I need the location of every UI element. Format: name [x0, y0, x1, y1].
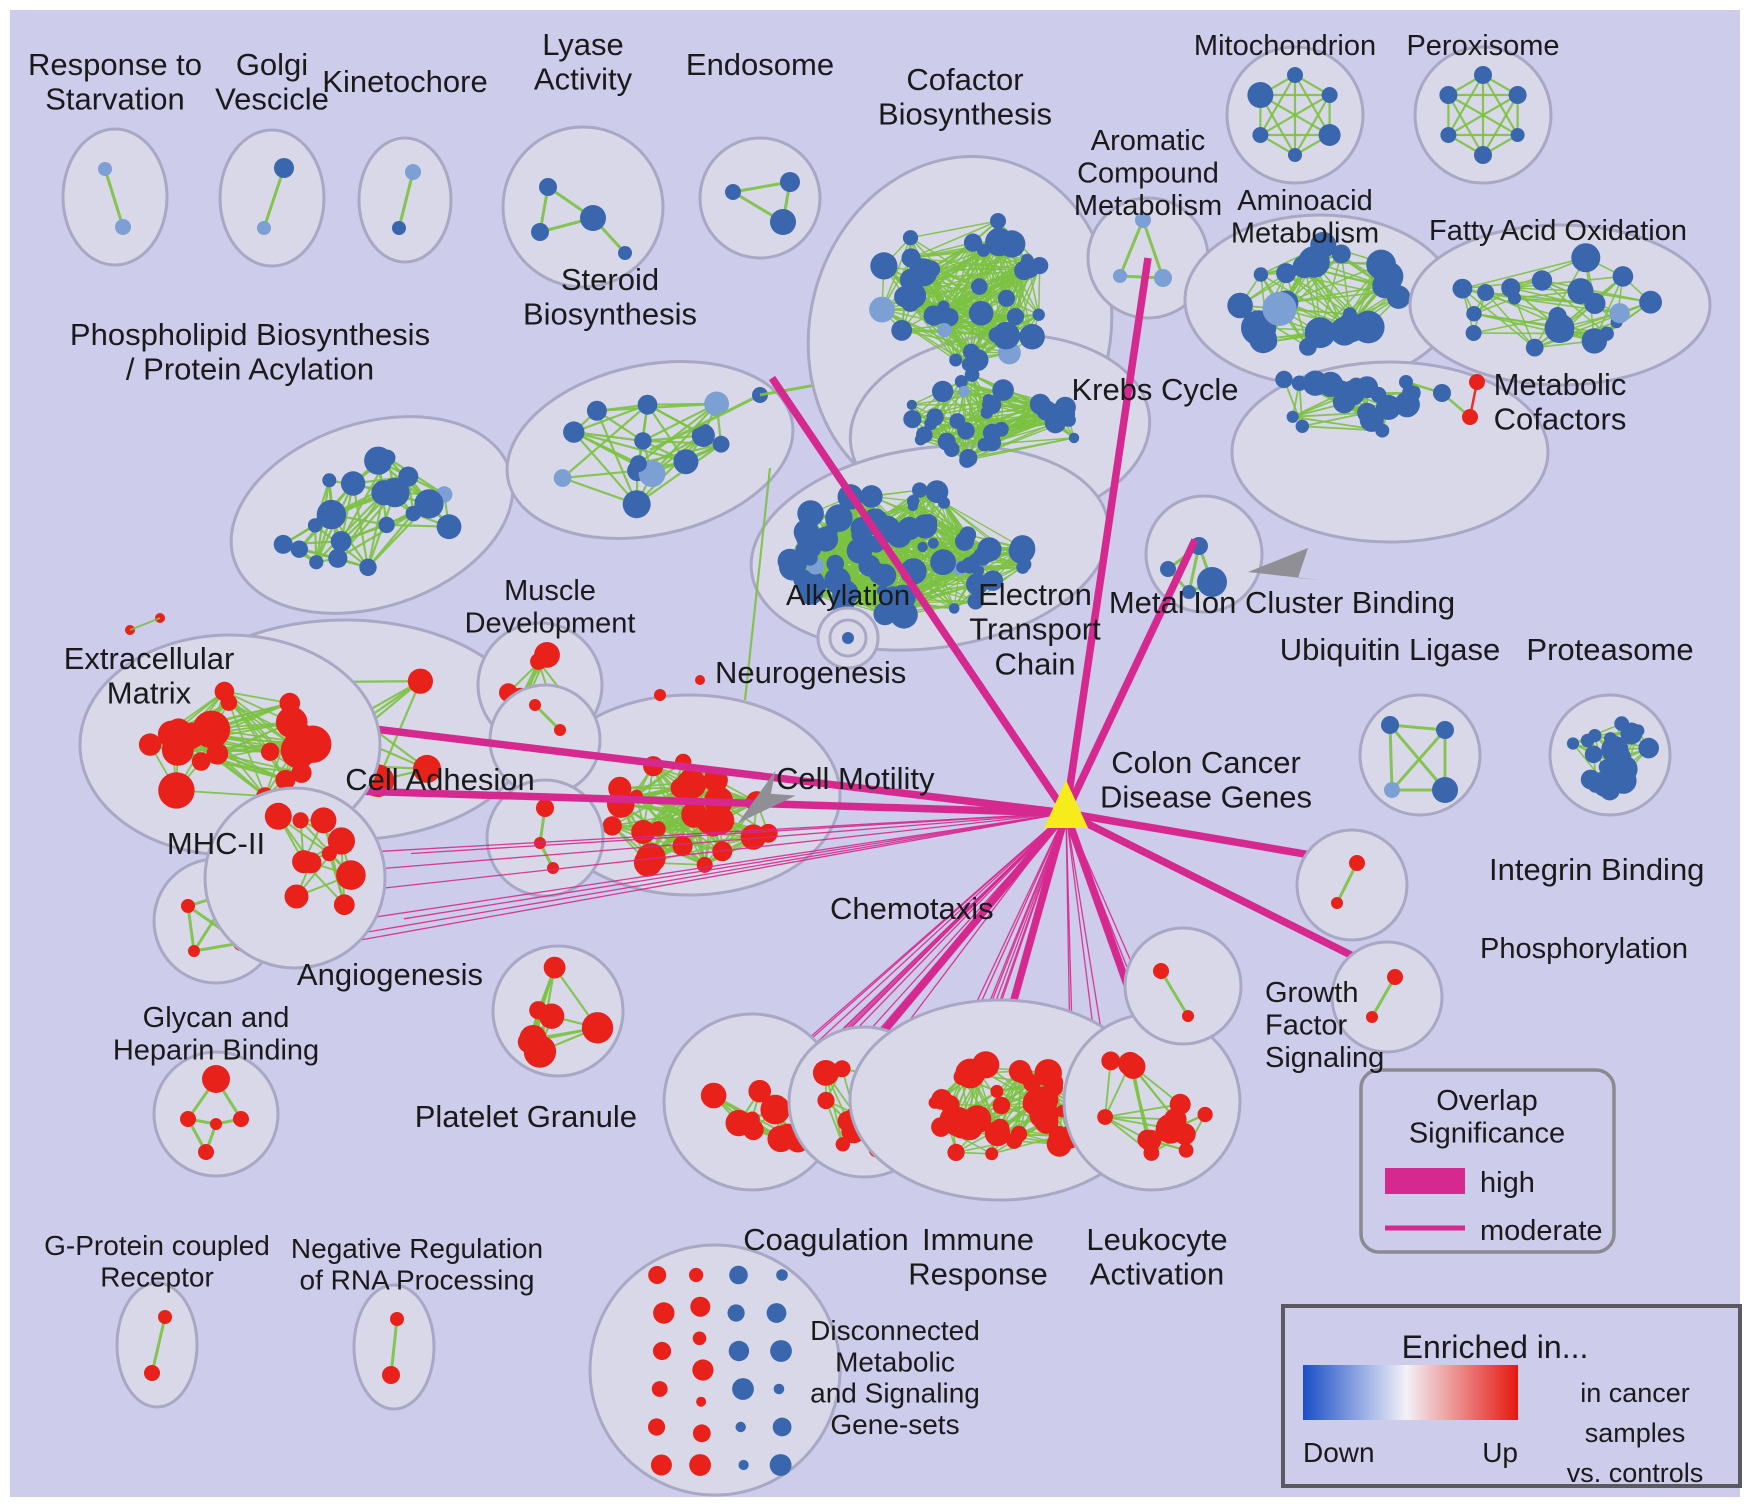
svg-text:Gene-sets: Gene-sets [830, 1409, 959, 1440]
svg-text:Response to: Response to [28, 47, 202, 82]
svg-text:Mitochondrion: Mitochondrion [1194, 30, 1376, 62]
svg-text:Lyase: Lyase [542, 27, 624, 62]
svg-text:Significance: Significance [1409, 1118, 1565, 1150]
svg-text:Neurogenesis: Neurogenesis [715, 655, 906, 690]
svg-text:Metal Ion Cluster Binding: Metal Ion Cluster Binding [1109, 585, 1455, 620]
svg-text:Golgi: Golgi [236, 47, 308, 82]
svg-text:Activation: Activation [1090, 1257, 1224, 1292]
svg-text:Fatty Acid Oxidation: Fatty Acid Oxidation [1429, 215, 1687, 247]
svg-text:Heparin Binding: Heparin Binding [113, 1035, 319, 1067]
svg-text:Integrin Binding: Integrin Binding [1489, 852, 1704, 887]
svg-text:of RNA Processing: of RNA Processing [300, 1264, 535, 1295]
svg-text:Up: Up [1482, 1437, 1518, 1468]
svg-text:Cell Motility: Cell Motility [776, 761, 935, 796]
svg-text:Matrix: Matrix [107, 676, 192, 711]
svg-text:Kinetochore: Kinetochore [322, 64, 487, 99]
svg-text:Ubiquitin Ligase: Ubiquitin Ligase [1280, 632, 1501, 667]
svg-text:Aromatic: Aromatic [1091, 125, 1205, 157]
svg-text:Phospholipid Biosynthesis: Phospholipid Biosynthesis [70, 317, 430, 352]
svg-text:Biosynthesis: Biosynthesis [878, 97, 1052, 132]
svg-text:Overlap: Overlap [1436, 1085, 1538, 1117]
svg-text:Response: Response [908, 1257, 1048, 1292]
svg-text:Factor: Factor [1265, 1010, 1348, 1042]
svg-text:Alkylation: Alkylation [786, 580, 910, 612]
svg-text:vs. controls: vs. controls [1567, 1458, 1704, 1488]
svg-text:high: high [1480, 1167, 1535, 1199]
svg-text:Angiogenesis: Angiogenesis [297, 957, 483, 992]
svg-text:Steroid: Steroid [561, 262, 659, 297]
svg-text:moderate: moderate [1480, 1215, 1603, 1247]
svg-text:Development: Development [465, 608, 636, 640]
svg-text:Leukocyte: Leukocyte [1086, 1222, 1227, 1257]
svg-text:Down: Down [1303, 1437, 1375, 1468]
svg-text:Peroxisome: Peroxisome [1406, 30, 1559, 62]
svg-text:Biosynthesis: Biosynthesis [523, 297, 697, 332]
svg-text:Cell Adhesion: Cell Adhesion [345, 762, 535, 797]
svg-text:Signaling: Signaling [1265, 1042, 1384, 1074]
svg-text:in cancer: in cancer [1580, 1378, 1690, 1408]
svg-text:Disconnected: Disconnected [810, 1315, 980, 1346]
svg-text:Starvation: Starvation [45, 82, 185, 117]
svg-text:Platelet Granule: Platelet Granule [415, 1099, 637, 1134]
svg-text:Metabolic: Metabolic [1494, 367, 1627, 402]
svg-text:Vescicle: Vescicle [215, 82, 329, 117]
svg-text:Muscle: Muscle [504, 575, 596, 607]
svg-text:Negative Regulation: Negative Regulation [291, 1233, 543, 1264]
svg-text:/ Protein Acylation: / Protein Acylation [126, 352, 374, 387]
svg-text:samples: samples [1585, 1418, 1686, 1448]
svg-text:Enriched in...: Enriched in... [1402, 1329, 1589, 1365]
svg-text:Krebs Cycle: Krebs Cycle [1071, 372, 1238, 407]
svg-text:Proteasome: Proteasome [1526, 632, 1693, 667]
svg-text:Glycan and: Glycan and [143, 1002, 290, 1034]
svg-text:Metabolism: Metabolism [1231, 218, 1379, 250]
svg-text:Immune: Immune [922, 1222, 1034, 1257]
svg-text:Cofactor: Cofactor [906, 62, 1023, 97]
svg-text:and Signaling: and Signaling [810, 1378, 980, 1409]
svg-text:Cofactors: Cofactors [1494, 402, 1627, 437]
svg-text:Electron: Electron [978, 577, 1092, 612]
svg-text:Activity: Activity [534, 62, 633, 97]
svg-text:Coagulation: Coagulation [743, 1222, 908, 1257]
svg-text:Colon Cancer: Colon Cancer [1111, 745, 1301, 780]
svg-text:Extracellular: Extracellular [64, 641, 235, 676]
svg-text:Endosome: Endosome [686, 47, 834, 82]
svg-text:Phosphorylation: Phosphorylation [1480, 933, 1688, 965]
svg-text:Compound: Compound [1077, 158, 1219, 190]
svg-text:Metabolic: Metabolic [835, 1346, 955, 1377]
svg-text:Growth: Growth [1265, 977, 1358, 1009]
svg-text:Transport: Transport [969, 612, 1101, 647]
svg-text:Disease Genes: Disease Genes [1100, 780, 1312, 815]
svg-text:G-Protein coupled: G-Protein coupled [44, 1230, 270, 1261]
svg-text:Metabolism: Metabolism [1074, 190, 1222, 222]
svg-text:MHC-II: MHC-II [167, 826, 265, 861]
svg-text:Chemotaxis: Chemotaxis [830, 891, 994, 926]
svg-text:Chain: Chain [995, 646, 1076, 681]
svg-text:Receptor: Receptor [100, 1261, 214, 1292]
svg-text:Aminoacid: Aminoacid [1237, 185, 1372, 217]
